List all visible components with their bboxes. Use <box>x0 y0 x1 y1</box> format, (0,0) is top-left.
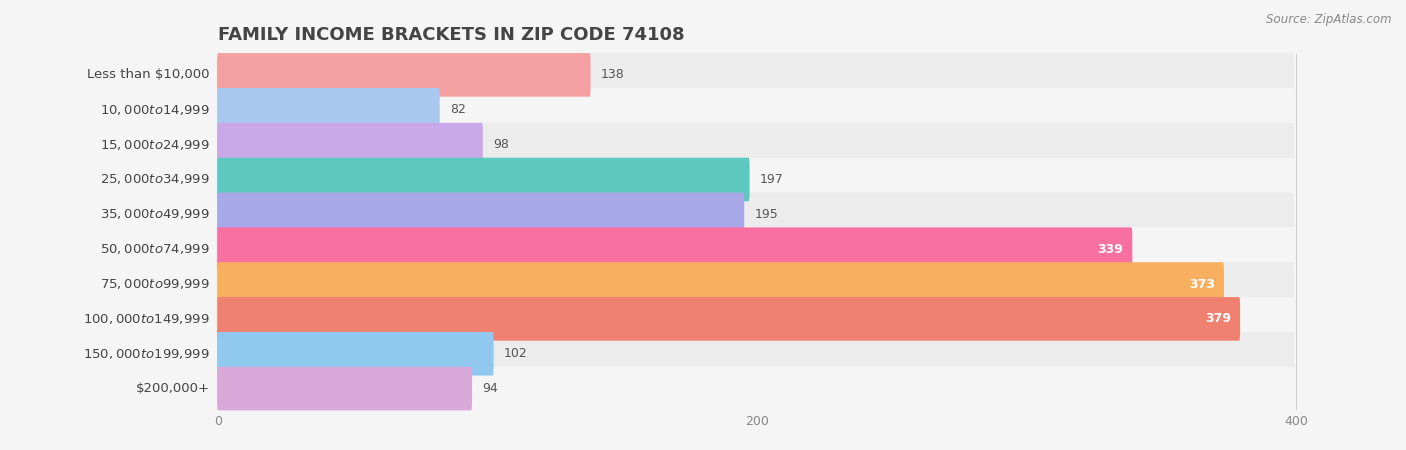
FancyBboxPatch shape <box>217 88 440 131</box>
FancyBboxPatch shape <box>217 332 1294 375</box>
Text: $25,000 to $34,999: $25,000 to $34,999 <box>100 172 209 186</box>
Text: $200,000+: $200,000+ <box>136 382 209 395</box>
Text: $100,000 to $149,999: $100,000 to $149,999 <box>83 312 209 326</box>
Text: 197: 197 <box>759 173 783 186</box>
FancyBboxPatch shape <box>217 227 1132 271</box>
Text: 138: 138 <box>600 68 624 81</box>
Text: $10,000 to $14,999: $10,000 to $14,999 <box>100 103 209 117</box>
FancyBboxPatch shape <box>217 158 1294 201</box>
FancyBboxPatch shape <box>217 367 1294 410</box>
Text: $15,000 to $24,999: $15,000 to $24,999 <box>100 138 209 152</box>
Text: 195: 195 <box>754 208 778 221</box>
FancyBboxPatch shape <box>217 297 1240 341</box>
FancyBboxPatch shape <box>217 367 472 410</box>
Text: 98: 98 <box>494 138 509 151</box>
Text: 373: 373 <box>1189 278 1215 291</box>
FancyBboxPatch shape <box>217 193 1294 236</box>
FancyBboxPatch shape <box>217 262 1294 306</box>
Text: 102: 102 <box>503 347 527 360</box>
Text: 379: 379 <box>1205 312 1232 325</box>
Text: 339: 339 <box>1098 243 1123 256</box>
Text: 82: 82 <box>450 103 465 116</box>
FancyBboxPatch shape <box>217 53 591 97</box>
Text: Source: ZipAtlas.com: Source: ZipAtlas.com <box>1267 14 1392 27</box>
Text: 94: 94 <box>482 382 498 395</box>
FancyBboxPatch shape <box>217 262 1223 306</box>
Text: FAMILY INCOME BRACKETS IN ZIP CODE 74108: FAMILY INCOME BRACKETS IN ZIP CODE 74108 <box>218 26 685 44</box>
FancyBboxPatch shape <box>217 193 744 236</box>
Text: $75,000 to $99,999: $75,000 to $99,999 <box>100 277 209 291</box>
Text: $35,000 to $49,999: $35,000 to $49,999 <box>100 207 209 221</box>
FancyBboxPatch shape <box>217 227 1294 271</box>
Text: $50,000 to $74,999: $50,000 to $74,999 <box>100 242 209 256</box>
FancyBboxPatch shape <box>217 88 1294 131</box>
FancyBboxPatch shape <box>217 297 1294 341</box>
FancyBboxPatch shape <box>217 158 749 201</box>
Text: Less than $10,000: Less than $10,000 <box>87 68 209 81</box>
Text: $150,000 to $199,999: $150,000 to $199,999 <box>83 347 209 361</box>
FancyBboxPatch shape <box>217 332 494 375</box>
FancyBboxPatch shape <box>217 123 482 166</box>
FancyBboxPatch shape <box>217 53 1294 97</box>
FancyBboxPatch shape <box>217 123 1294 166</box>
